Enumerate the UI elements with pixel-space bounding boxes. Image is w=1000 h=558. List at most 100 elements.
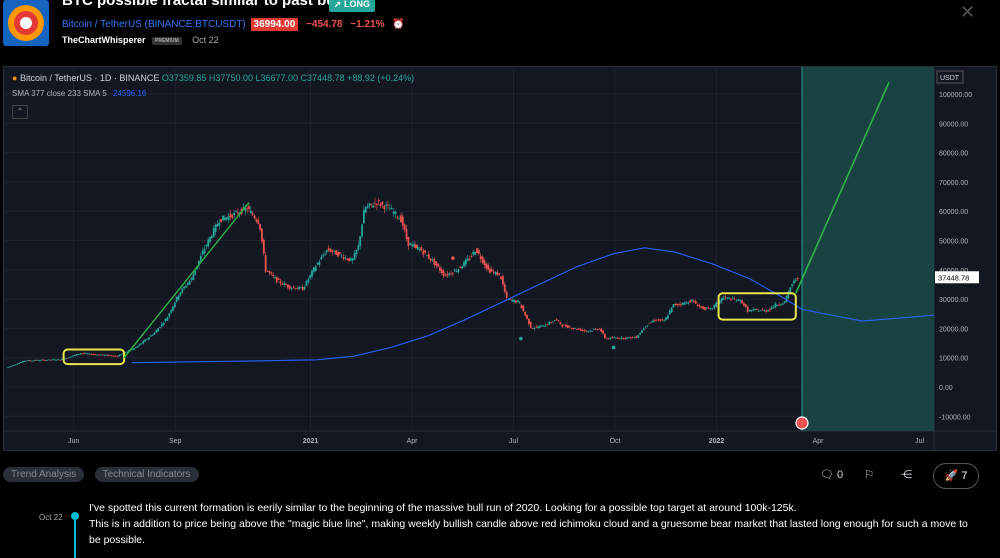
idea-title: BTC possible fractal similar to past bul… bbox=[62, 0, 373, 9]
candle-body bbox=[16, 363, 19, 365]
candle-body bbox=[42, 359, 45, 361]
candle-body bbox=[77, 354, 80, 355]
candle-body bbox=[135, 347, 137, 349]
flag-icon[interactable]: ⚐ bbox=[864, 469, 875, 481]
author-avatar[interactable] bbox=[3, 0, 49, 46]
candle-body bbox=[229, 213, 232, 217]
candle-body bbox=[598, 328, 601, 330]
candle-body bbox=[233, 212, 236, 216]
candle-body bbox=[251, 212, 254, 216]
candle-body bbox=[312, 267, 315, 272]
candle-body bbox=[248, 206, 250, 209]
candle-body bbox=[602, 330, 604, 334]
candle-body bbox=[698, 305, 701, 307]
candle-body bbox=[605, 338, 608, 340]
close-icon[interactable]: ✕ bbox=[960, 2, 976, 22]
author-name[interactable]: TheChartWhisperer bbox=[62, 35, 146, 45]
timeline-line bbox=[74, 520, 76, 558]
candle-body bbox=[453, 270, 456, 272]
candle-body bbox=[33, 360, 35, 362]
candle-body bbox=[172, 306, 174, 311]
candle-body bbox=[157, 328, 160, 332]
candle-body bbox=[511, 300, 514, 302]
candle-body bbox=[101, 354, 104, 356]
description-line-2: This is in addition to price being above… bbox=[89, 518, 968, 546]
candle-body bbox=[635, 336, 638, 339]
candle-body bbox=[687, 302, 690, 304]
candle-body bbox=[272, 274, 274, 276]
candle-body bbox=[711, 308, 714, 309]
candle-body bbox=[70, 356, 72, 358]
candle-body bbox=[110, 355, 113, 357]
candle-body bbox=[459, 266, 462, 268]
symbol-name[interactable]: Bitcoin / TetherUS bbox=[62, 19, 142, 30]
candle-body bbox=[457, 269, 460, 273]
candle-body bbox=[281, 284, 284, 285]
candle-body bbox=[299, 287, 302, 289]
candle-body bbox=[418, 248, 421, 250]
comment-count[interactable]: 0 bbox=[837, 469, 844, 481]
candle-body bbox=[298, 286, 300, 290]
marker bbox=[451, 256, 455, 260]
candle-body bbox=[424, 250, 426, 253]
candle-body bbox=[655, 319, 658, 321]
collapse-legend-icon[interactable]: ⌃ bbox=[12, 105, 28, 119]
candle-body bbox=[704, 307, 706, 310]
chart-panel[interactable]: 100000.00 90000.00 80000.00 70000.00 60000.0… bbox=[3, 66, 997, 451]
candle-body bbox=[166, 317, 169, 321]
symbol-exchange[interactable]: (BINANCE:BTCUSDT) bbox=[144, 19, 246, 30]
candle-body bbox=[650, 321, 653, 323]
candle-body bbox=[433, 258, 436, 265]
candle-body bbox=[641, 330, 643, 333]
candle-body bbox=[266, 270, 269, 272]
comment-icon[interactable]: 🗨 bbox=[820, 469, 834, 481]
candle-body bbox=[214, 224, 217, 232]
candle-body bbox=[676, 303, 679, 306]
candle-body bbox=[405, 229, 408, 240]
x-tick-label: Sep bbox=[169, 438, 182, 445]
candle-body bbox=[500, 276, 502, 280]
candle-body bbox=[709, 308, 712, 309]
candle-body bbox=[201, 250, 204, 255]
boost-button[interactable]: 🚀 7 bbox=[933, 463, 979, 489]
candle-body bbox=[249, 210, 252, 214]
candle-body bbox=[539, 325, 541, 328]
candle-body bbox=[153, 332, 156, 335]
candle-body bbox=[222, 215, 224, 221]
legend-symbol: Bitcoin / TetherUS · 1D · BINANCE bbox=[19, 73, 160, 83]
candle-body bbox=[377, 200, 380, 202]
candle-body bbox=[748, 310, 751, 311]
candle-body bbox=[440, 269, 443, 274]
candle-body bbox=[396, 216, 399, 218]
candle-body bbox=[767, 310, 769, 312]
candle-body bbox=[479, 256, 482, 259]
tag-trend-analysis[interactable]: Trend Analysis bbox=[3, 467, 85, 482]
candle-body bbox=[55, 359, 58, 361]
price-chart: 100000.00 90000.00 80000.00 70000.00 60000.0… bbox=[4, 67, 996, 450]
candle-body bbox=[735, 300, 738, 302]
candle-body bbox=[793, 280, 795, 284]
premium-badge: PREMIUM bbox=[152, 36, 182, 45]
candle-body bbox=[246, 208, 249, 210]
candle-body bbox=[36, 359, 39, 361]
candle-body bbox=[305, 280, 308, 286]
candle-body bbox=[216, 224, 219, 227]
candle-body bbox=[468, 259, 471, 260]
tag-technical-indicators[interactable]: Technical Indicators bbox=[94, 467, 199, 482]
candle-body bbox=[49, 359, 52, 361]
candle-body bbox=[796, 278, 799, 280]
candle-body bbox=[120, 354, 122, 356]
legend-high: H37750.00 bbox=[208, 73, 253, 83]
candle-body bbox=[477, 250, 480, 254]
candle-body bbox=[168, 313, 171, 317]
candle-body bbox=[591, 330, 593, 332]
candle-body bbox=[596, 329, 599, 331]
candle-body bbox=[776, 304, 779, 306]
candle-body bbox=[787, 291, 790, 298]
share-icon[interactable]: ⋲ bbox=[901, 469, 913, 481]
candle-body bbox=[527, 318, 530, 325]
alarm-clock-icon[interactable]: ⏰ bbox=[392, 19, 405, 30]
candle-body bbox=[264, 255, 267, 272]
candle-body bbox=[20, 362, 22, 363]
candle-body bbox=[566, 325, 569, 328]
